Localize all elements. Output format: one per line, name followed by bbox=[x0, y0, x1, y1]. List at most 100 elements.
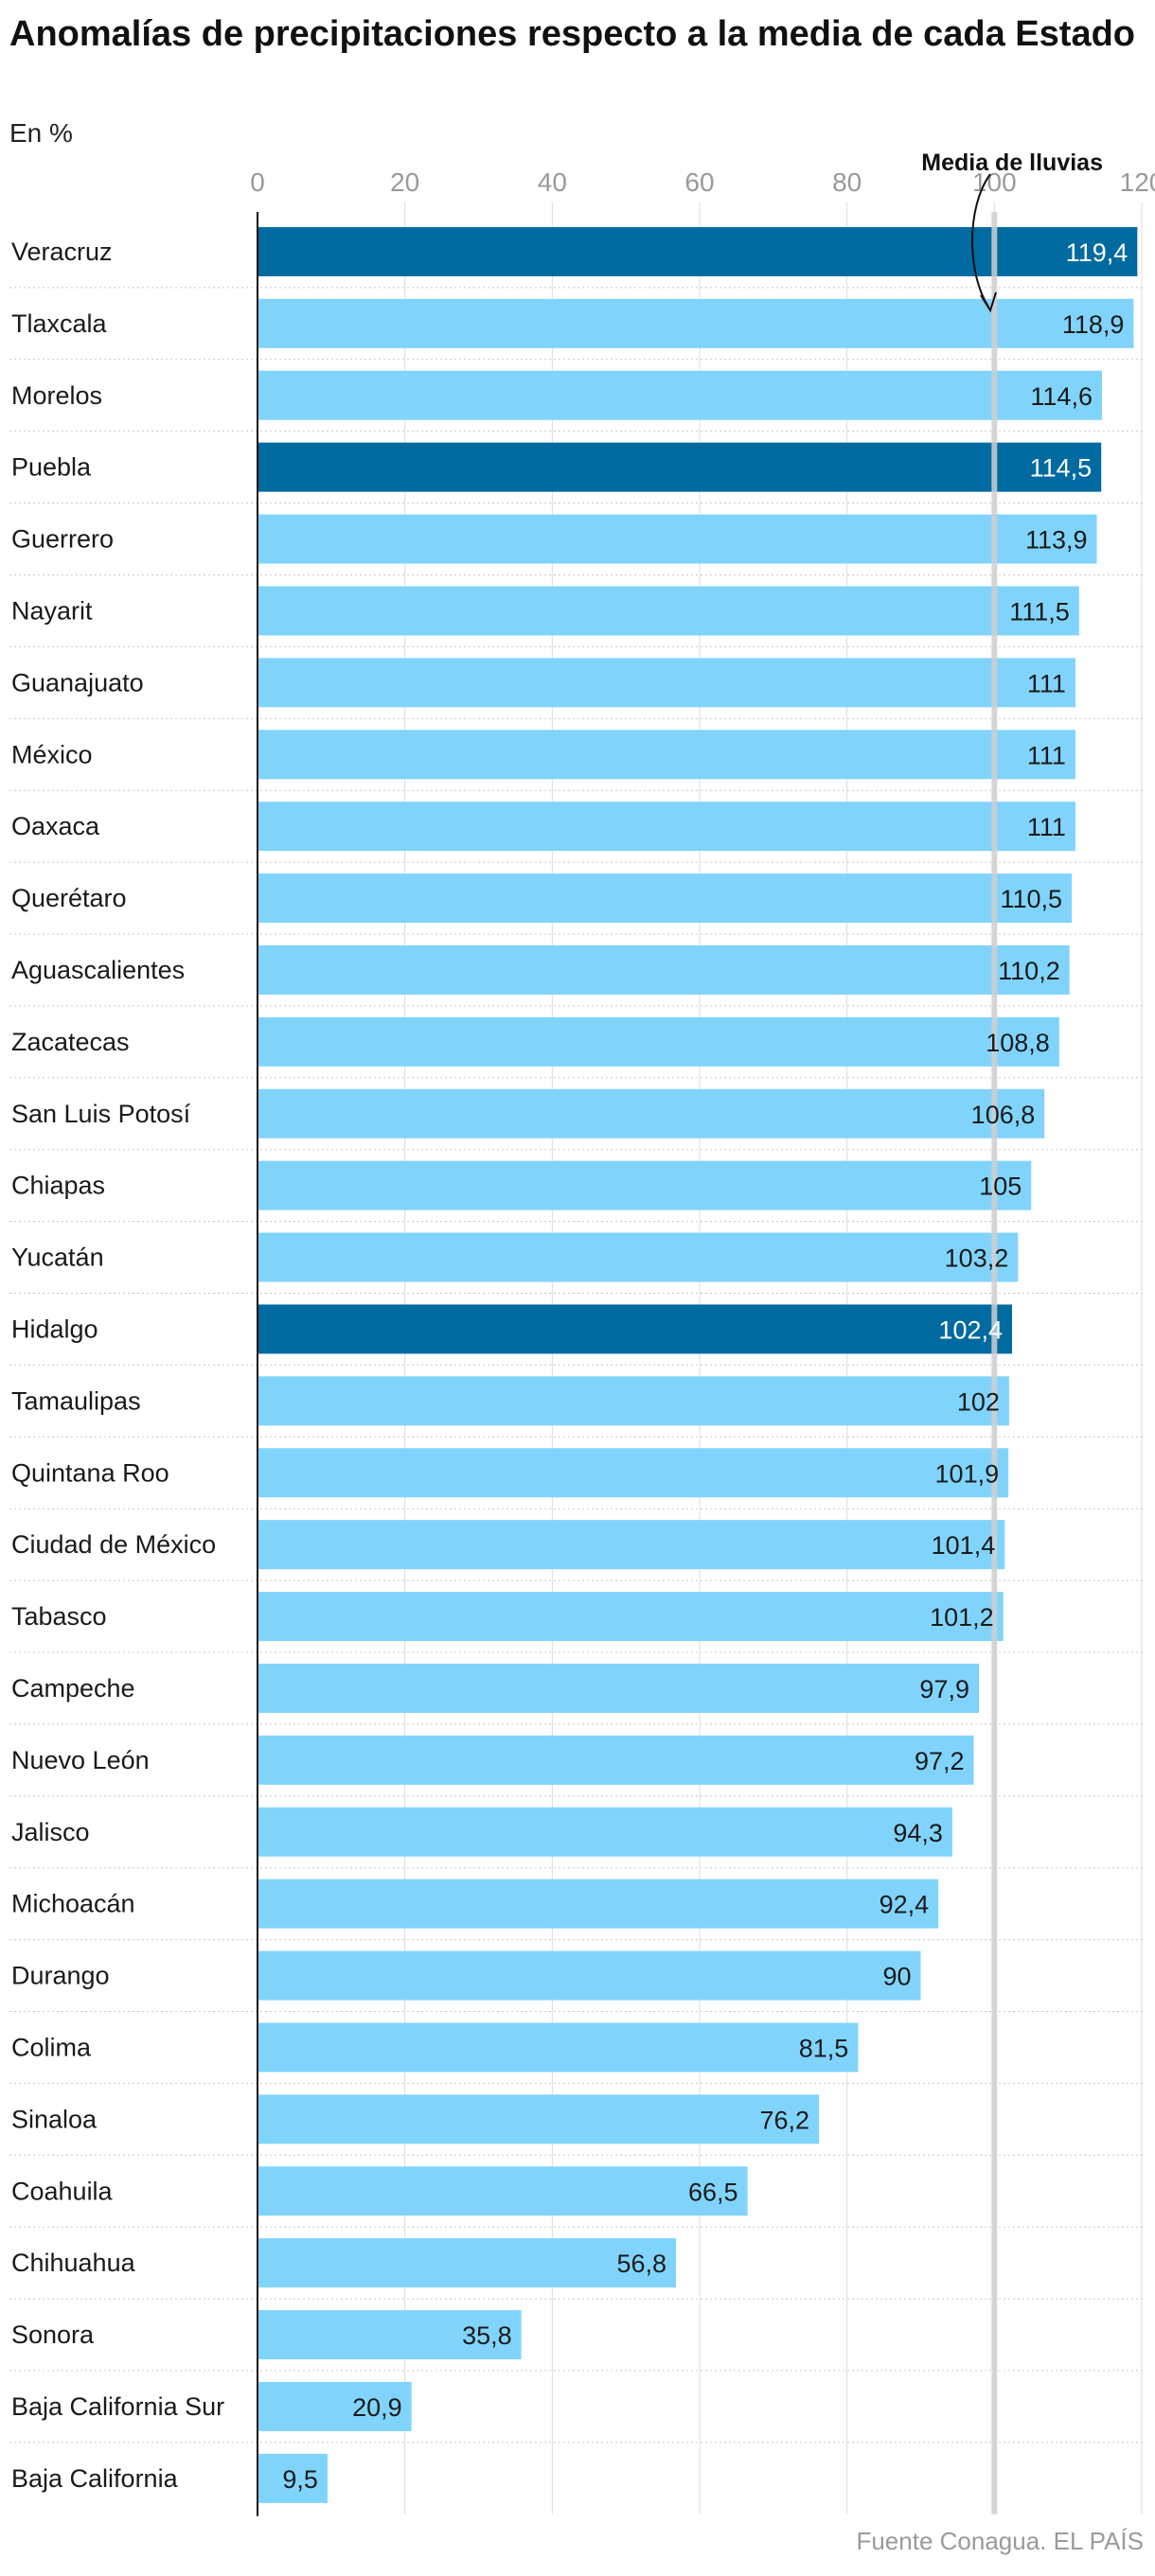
bar-puebla bbox=[258, 442, 1102, 492]
reference-label: Media de lluvias bbox=[921, 150, 1103, 176]
value-label: 119,4 bbox=[1066, 238, 1128, 267]
bar-nayarit bbox=[258, 586, 1079, 636]
value-label: 103,2 bbox=[945, 1244, 1009, 1273]
category-label: Michoacán bbox=[11, 1890, 135, 1918]
bar-tabasco bbox=[258, 1592, 1004, 1642]
bar-chihuahua bbox=[258, 2238, 677, 2288]
category-label: Veracruz bbox=[11, 238, 113, 266]
bar-baja-california bbox=[258, 2453, 328, 2503]
category-label: Baja California bbox=[11, 2464, 179, 2493]
value-label: 101,4 bbox=[932, 1531, 996, 1560]
value-label: 92,4 bbox=[880, 1891, 930, 1919]
category-label: Querétaro bbox=[11, 884, 127, 912]
bar-chart: 0 20 40 60 80 100 120 Veracruz 119,4 Tlaxcala 118,… bbox=[9, 150, 1155, 2516]
bar-quintana-roo bbox=[258, 1448, 1009, 1498]
annotation-arrowhead bbox=[980, 291, 997, 313]
bar-guanajuato bbox=[258, 658, 1075, 708]
bar-baja-california-sur bbox=[258, 2381, 412, 2431]
bar-querétaro bbox=[258, 873, 1073, 924]
labels: 0 20 40 60 80 100 120 Veracruz 119,4 Tlaxcala 118,… bbox=[11, 150, 1155, 2494]
bar-coahuila bbox=[258, 2166, 748, 2216]
value-label: 56,8 bbox=[617, 2250, 667, 2278]
category-label: Ciudad de México bbox=[11, 1530, 216, 1559]
category-label: Chihuahua bbox=[11, 2249, 136, 2277]
value-label: 118,9 bbox=[1062, 310, 1125, 339]
bar-san-luis-potosí bbox=[258, 1088, 1045, 1138]
value-label: 94,3 bbox=[893, 1819, 943, 1847]
bar-tamaulipas bbox=[258, 1376, 1009, 1426]
source-note: Fuente Conagua. EL PAÍS bbox=[856, 2527, 1144, 2555]
x-tick-label: 60 bbox=[684, 168, 714, 197]
bar-chiapas bbox=[258, 1160, 1032, 1210]
chart-subtitle: En % bbox=[9, 118, 73, 148]
category-label: Quintana Roo bbox=[11, 1458, 169, 1487]
category-label: Oaxaca bbox=[11, 812, 100, 840]
value-label: 113,9 bbox=[1025, 526, 1088, 555]
value-label: 97,9 bbox=[919, 1675, 969, 1703]
value-label: 20,9 bbox=[352, 2393, 402, 2422]
bar-nuevo-león bbox=[258, 1735, 974, 1785]
bar-yucatán bbox=[258, 1232, 1019, 1282]
bar-colima bbox=[258, 2022, 859, 2073]
bar-morelos bbox=[258, 370, 1102, 420]
bar-guerrero bbox=[258, 514, 1097, 564]
category-label: Sonora bbox=[11, 2320, 95, 2349]
bar-tlaxcala bbox=[258, 298, 1134, 348]
category-label: Zacatecas bbox=[11, 1028, 130, 1056]
value-label: 66,5 bbox=[688, 2178, 738, 2206]
category-label: Morelos bbox=[11, 381, 102, 410]
value-label: 97,2 bbox=[915, 1747, 965, 1775]
value-label: 9,5 bbox=[282, 2465, 318, 2494]
value-label: 90 bbox=[882, 1963, 911, 1991]
category-label: Guanajuato bbox=[11, 668, 144, 697]
category-label: Campeche bbox=[11, 1674, 135, 1703]
category-label: Yucatán bbox=[11, 1244, 104, 1272]
bar-sinaloa bbox=[258, 2094, 820, 2144]
annotation-arrow bbox=[971, 173, 991, 308]
value-label: 106,8 bbox=[971, 1101, 1036, 1129]
category-label: Nuevo León bbox=[11, 1746, 150, 1774]
bar-oaxaca bbox=[258, 802, 1075, 852]
bar-campeche bbox=[258, 1663, 979, 1713]
category-label: Chiapas bbox=[11, 1172, 105, 1200]
bar-méxico bbox=[258, 730, 1075, 780]
bar-durango bbox=[258, 1950, 921, 2001]
bar-zacatecas bbox=[258, 1016, 1059, 1067]
category-label: Nayarit bbox=[11, 596, 93, 625]
value-label: 111 bbox=[1027, 813, 1066, 841]
value-label: 101,2 bbox=[930, 1603, 994, 1632]
bar-aguascalientes bbox=[258, 944, 1070, 995]
category-label: Durango bbox=[11, 1962, 110, 1990]
category-label: Tlaxcala bbox=[11, 309, 108, 338]
bars bbox=[257, 212, 1138, 2516]
row-separators bbox=[9, 287, 1146, 2444]
value-label: 35,8 bbox=[462, 2321, 512, 2350]
bar-sonora bbox=[258, 2310, 522, 2360]
value-label: 110,2 bbox=[998, 957, 1060, 985]
bar-veracruz bbox=[258, 226, 1138, 276]
value-label: 111 bbox=[1027, 669, 1066, 697]
value-label: 102 bbox=[957, 1387, 1000, 1416]
x-tick-label: 80 bbox=[832, 168, 862, 197]
bar-hidalgo bbox=[258, 1304, 1013, 1354]
x-tick-label: 0 bbox=[250, 168, 265, 197]
value-label: 105 bbox=[979, 1173, 1022, 1201]
x-tick-label: 40 bbox=[538, 168, 567, 197]
category-label: Aguascalientes bbox=[11, 956, 185, 984]
category-label: México bbox=[11, 740, 93, 768]
value-label: 110,5 bbox=[1000, 885, 1062, 913]
value-label: 102,4 bbox=[938, 1315, 1003, 1344]
x-tick-label: 100 bbox=[972, 168, 1017, 197]
category-label: Tabasco bbox=[11, 1602, 107, 1631]
category-label: Colima bbox=[11, 2033, 92, 2061]
value-label: 101,9 bbox=[935, 1459, 1000, 1488]
x-tick-label: 20 bbox=[390, 168, 419, 197]
value-label: 81,5 bbox=[799, 2034, 849, 2062]
value-label: 111,5 bbox=[1009, 597, 1070, 626]
category-label: Guerrero bbox=[11, 525, 114, 554]
value-label: 114,6 bbox=[1030, 382, 1093, 411]
value-label: 76,2 bbox=[760, 2106, 810, 2134]
value-label: 108,8 bbox=[986, 1029, 1050, 1057]
category-label: Coahuila bbox=[11, 2177, 114, 2205]
category-label: Puebla bbox=[11, 453, 92, 482]
